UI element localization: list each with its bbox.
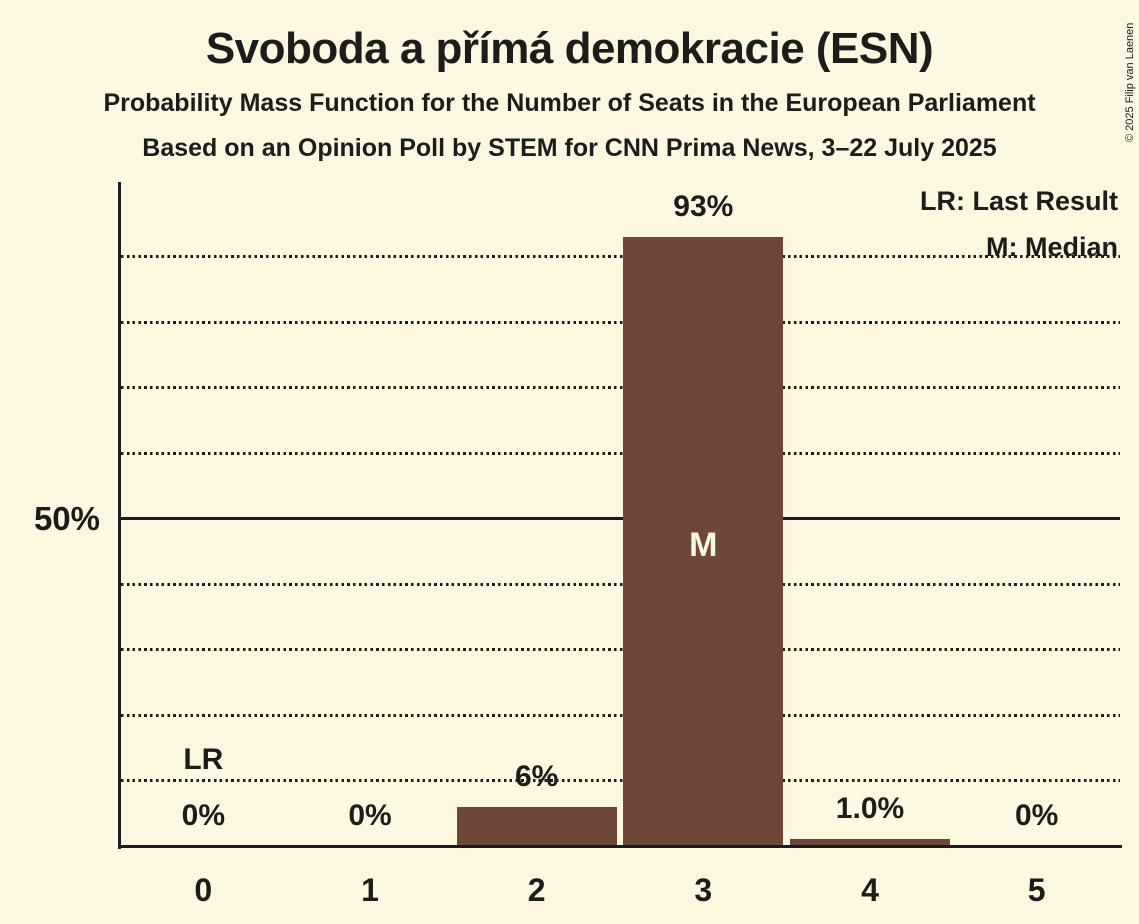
value-label-seats-0: 0% [181,799,225,832]
bar-seats-3 [623,236,784,846]
chart-title: Svoboda a přímá demokracie (ESN) [205,24,934,73]
x-axis-tick-label-1: 1 [361,872,379,908]
x-axis-tick-label-3: 3 [694,872,713,908]
x-axis-line [118,845,1122,848]
value-label-seats-2: 6% [514,759,559,793]
gridline-60pct [121,451,1120,455]
bar-seats-4 [790,839,950,846]
value-label-seats-1: 0% [348,799,392,832]
bar-seats-2 [456,806,617,846]
gridline-40pct [121,582,1120,586]
chart-subtitle: Probability Mass Function for the Number… [103,89,1036,117]
x-axis-tick-label-2: 2 [527,872,546,908]
value-label-seats-3: 93% [673,189,734,223]
legend-last-result: LR: Last Result [919,186,1118,216]
value-label-seats-4: 1.0% [835,792,905,826]
y-axis-line [118,182,121,849]
gridline-10pct [121,779,1120,782]
median-marker: M [689,526,718,565]
x-axis-tick-label-0: 0 [194,872,213,908]
y-axis-tick-label-50: 50% [33,500,100,537]
gridline-50pct-solid [121,517,1120,520]
x-axis-tick-label-4: 4 [861,872,879,908]
x-axis-tick-label-5: 5 [1027,872,1046,908]
gridline-80pct [121,320,1120,324]
last-result-marker: LR [183,743,224,776]
gridline-30pct [121,648,1120,651]
legend-median: M: Median [986,232,1118,262]
gridline-20pct [121,713,1120,717]
gridline-90pct [121,255,1120,258]
chart-source-line: Based on an Opinion Poll by STEM for CNN… [142,134,997,162]
gridline-70pct [121,386,1120,389]
value-label-seats-5: 0% [1014,799,1059,832]
